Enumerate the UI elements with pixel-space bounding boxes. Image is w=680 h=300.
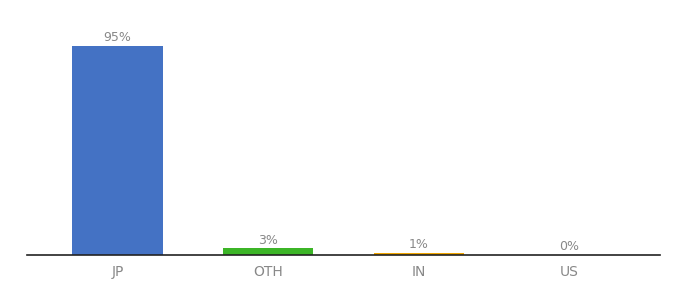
Bar — [72, 46, 163, 255]
Text: 1%: 1% — [409, 238, 428, 251]
Bar — [223, 248, 313, 255]
Text: 3%: 3% — [258, 234, 278, 247]
Text: 95%: 95% — [103, 31, 131, 44]
Text: 0%: 0% — [559, 240, 579, 253]
Bar — [373, 253, 464, 255]
